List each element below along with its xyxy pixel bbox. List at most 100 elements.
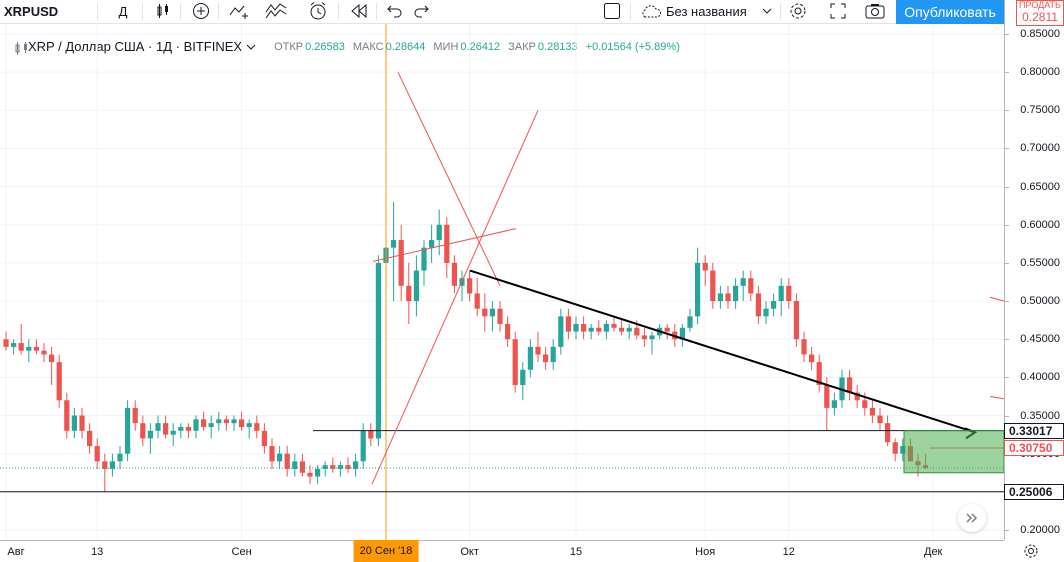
short-line <box>989 395 1004 400</box>
candles-legend-icon <box>15 42 27 55</box>
layout-name-button[interactable]: Без названия <box>666 3 747 19</box>
redo-icon[interactable] <box>410 0 434 22</box>
candle-body <box>619 327 625 332</box>
chevron-down-icon[interactable] <box>760 0 774 22</box>
chart-legend: XRP / Доллар США · 1Д · BITFINEX ОТКР 0.… <box>4 39 680 55</box>
price-tick-mark <box>1005 34 1009 35</box>
gear-icon[interactable] <box>1022 542 1040 560</box>
candle-body <box>292 461 298 469</box>
legend-title[interactable]: XRP / Доллар США · 1Д · BITFINEX <box>28 39 243 54</box>
time-axis[interactable]: Авг 13 Сен Окт 15 Ноя 12 Дек <box>0 540 1004 562</box>
candle-body <box>71 415 77 431</box>
price-scale[interactable]: 0.85000 0.80000 0.75000 0.70000 0.65000 0.600… <box>1004 0 1064 540</box>
candle-body <box>482 308 488 317</box>
candle-body <box>223 419 229 424</box>
candle-body <box>565 316 571 332</box>
candle-body <box>444 224 450 263</box>
time-tick-label: Авг <box>7 546 25 558</box>
gear-icon[interactable] <box>786 0 810 22</box>
sell-price: 0.2811 <box>1022 10 1058 24</box>
fullscreen-icon[interactable] <box>826 0 850 22</box>
candle-body <box>284 453 290 469</box>
scroll-to-realtime-button[interactable] <box>958 504 986 532</box>
candle-body <box>398 240 404 286</box>
indicators-icon[interactable] <box>226 0 254 22</box>
candle-body <box>421 247 427 271</box>
candle-body <box>33 346 39 351</box>
trend-line-flat <box>372 228 517 262</box>
candle-body <box>847 377 853 393</box>
high-label: МАКС <box>352 40 384 53</box>
candle-body <box>581 323 587 332</box>
candles-icon[interactable] <box>150 0 176 22</box>
sell-button[interactable]: ПРОДАТЬ 0.2811 <box>1016 0 1064 26</box>
candle-body <box>56 362 62 401</box>
candle-body <box>679 327 685 340</box>
open-value: 0.26583 <box>305 40 345 53</box>
candle-body <box>155 423 161 431</box>
price-tick-label: 0.20000 <box>1020 524 1060 536</box>
candle-body <box>869 407 875 416</box>
candle-body <box>550 346 556 363</box>
candle-body <box>64 400 70 431</box>
replay-icon[interactable] <box>346 0 372 22</box>
price-chart[interactable] <box>0 0 1004 540</box>
price-tag: 0.33017 <box>1004 422 1064 439</box>
candle-body <box>892 442 898 454</box>
price-tick-mark <box>1005 339 1009 341</box>
price-tick-label: 0.80000 <box>1020 66 1060 79</box>
cloud-icon[interactable] <box>638 0 664 22</box>
price-tick-mark <box>1005 262 1009 264</box>
candle-body <box>695 262 701 317</box>
camera-icon[interactable] <box>862 0 888 22</box>
candle-body <box>436 224 442 241</box>
chevron-down-icon[interactable] <box>246 44 256 50</box>
price-tick-label: 0.40000 <box>1020 371 1060 384</box>
target-zone-box <box>903 430 1004 474</box>
candle-body <box>360 430 366 462</box>
candle-body <box>261 430 267 447</box>
candle-body <box>330 465 336 469</box>
interval-button[interactable]: Д <box>118 3 128 19</box>
candle-body <box>322 465 328 469</box>
symbol-search-button[interactable]: XRPUSD <box>4 3 59 19</box>
fullscreen-checkbox-icon[interactable] <box>600 0 624 22</box>
compare-icon[interactable] <box>262 0 290 22</box>
candle-body <box>603 323 609 332</box>
publish-button[interactable]: Опубликовать <box>896 0 1004 24</box>
candle-body <box>740 278 746 286</box>
candle-body <box>140 423 146 439</box>
add-indicator-icon[interactable] <box>188 0 214 22</box>
close-label: ЗАКР <box>508 40 536 53</box>
price-tick-label: 0.45000 <box>1020 333 1060 346</box>
candle-body <box>702 262 708 271</box>
undo-icon[interactable] <box>382 0 406 22</box>
candle-body <box>26 346 32 351</box>
trend-line-down <box>397 71 501 287</box>
candle-body <box>611 323 617 328</box>
high-value: 0.28644 <box>385 40 426 53</box>
candle-body <box>710 270 716 302</box>
candle-body <box>315 468 321 477</box>
candle-body <box>474 293 480 309</box>
price-tick-label: 0.55000 <box>1020 256 1060 269</box>
candle-body <box>596 327 602 332</box>
candle-body <box>505 323 511 340</box>
candle-body <box>216 419 222 424</box>
candle-body <box>900 446 906 454</box>
candle-body <box>558 316 564 347</box>
candle-body <box>717 293 723 302</box>
time-tick-label: 12 <box>782 546 795 558</box>
alert-icon[interactable] <box>304 0 332 22</box>
candle-body <box>885 423 891 443</box>
price-tag: 0.25006 <box>1004 483 1064 500</box>
time-tick-label: Дек <box>923 546 943 558</box>
price-tick-label: 0.60000 <box>1020 218 1060 231</box>
price-tick-label: 0.85000 <box>1020 28 1060 40</box>
candle-body <box>748 278 754 294</box>
candle-body <box>854 392 860 401</box>
toolbar-divider <box>630 3 631 20</box>
price-tick-label: 0.50000 <box>1020 295 1060 308</box>
toolbar-divider <box>218 3 219 20</box>
candle-body <box>801 339 807 355</box>
